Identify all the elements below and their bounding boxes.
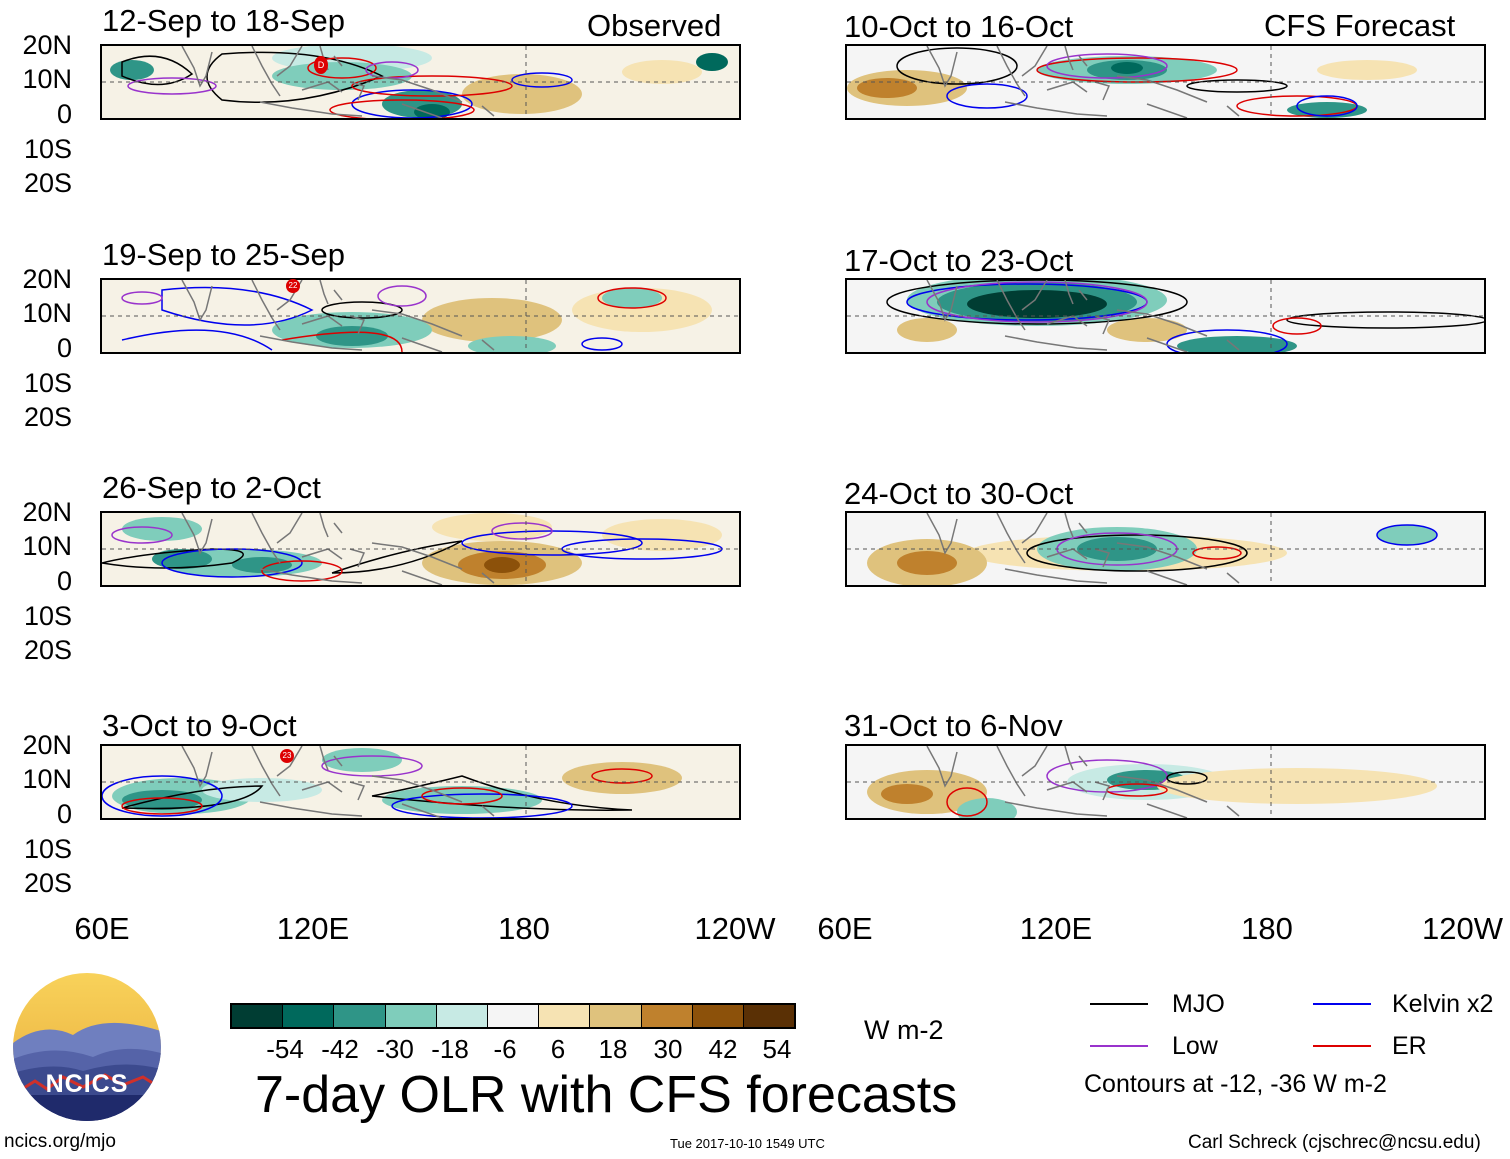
lon-label-right-60e: 60E [817, 911, 873, 946]
lon-label-right-120e: 120E [1019, 911, 1093, 946]
map-panel-r2 [845, 278, 1486, 354]
legend-kelvin-line [1313, 1003, 1371, 1005]
colorbar-swatch-10 [743, 1005, 795, 1027]
observed-label: Observed [587, 8, 722, 43]
legend-low-label: Low [1172, 1032, 1218, 1060]
storm-marker-22: 22 [286, 279, 300, 293]
lat-label-l3-10n: 10N [22, 531, 72, 561]
legend-er-label: ER [1392, 1032, 1427, 1060]
lon-label-right-120w: 120W [1422, 911, 1503, 946]
colorbar [230, 1003, 797, 1029]
map-panel-l1 [100, 44, 741, 120]
panel-title-r1: 10-Oct to 16-Oct [844, 9, 1074, 44]
lat-label-l1-0: 0 [56, 99, 72, 129]
map-panel-l2 [100, 278, 741, 354]
colorbar-tick-7: 30 [653, 1034, 683, 1064]
colorbar-tick-0: -54 [266, 1034, 304, 1064]
colorbar-swatch-3 [385, 1005, 437, 1027]
lat-label-l3-10s: 10S [23, 601, 72, 631]
colorbar-swatch-9 [692, 1005, 744, 1027]
legend-er-line [1313, 1045, 1371, 1047]
panel-title-l1: 12-Sep to 18-Sep [102, 3, 346, 38]
storm-marker-23: 23 [280, 749, 294, 763]
panel-title-r4: 31-Oct to 6-Nov [844, 708, 1063, 743]
lat-label-l3-0: 0 [56, 566, 72, 596]
colorbar-swatch-5 [487, 1005, 540, 1027]
map-panel-r3 [845, 511, 1486, 587]
lat-label-l2-20n: 20N [22, 264, 72, 294]
cfs-forecast-label: CFS Forecast [1264, 8, 1456, 43]
colorbar-tick-5: 6 [550, 1034, 566, 1064]
lon-label-left-120w: 120W [694, 911, 776, 946]
legend-contour-note: Contours at -12, -36 W m-2 [1084, 1070, 1387, 1098]
footer-timestamp: Tue 2017-10-10 1549 UTC [670, 1136, 825, 1151]
lat-label-l4-20s: 20S [23, 868, 72, 898]
ncics-logo: NCICS [10, 970, 164, 1124]
colorbar-swatch-1 [283, 1005, 335, 1027]
lat-label-l2-0: 0 [56, 333, 72, 363]
lon-label-right-180: 180 [1241, 911, 1293, 946]
map-panel-l3 [100, 511, 741, 587]
lat-label-l1-10s: 10S [23, 134, 72, 164]
legend-mjo-label: MJO [1172, 990, 1225, 1018]
colorbar-tick-6: 18 [598, 1034, 628, 1064]
map-panel-r1 [845, 44, 1486, 120]
lat-label-l3-20s: 20S [23, 635, 72, 665]
lat-label-l2-10n: 10N [22, 298, 72, 328]
lat-label-l4-20n: 20N [22, 730, 72, 760]
lat-label-l1-10n: 10N [22, 64, 72, 94]
lon-label-left-120e: 120E [276, 911, 350, 946]
lon-label-left-180: 180 [498, 911, 550, 946]
panel-title-r2: 17-Oct to 23-Oct [844, 243, 1074, 278]
lat-label-l4-10s: 10S [23, 834, 72, 864]
colorbar-swatch-7 [590, 1005, 642, 1027]
legend-kelvin-label: Kelvin x2 [1392, 990, 1494, 1018]
lat-label-l1-20s: 20S [23, 168, 72, 198]
lat-label-l4-0: 0 [56, 799, 72, 829]
panel-title-r3: 24-Oct to 30-Oct [844, 476, 1074, 511]
lat-label-l2-10s: 10S [23, 368, 72, 398]
colorbar-tick-9: 54 [762, 1034, 792, 1064]
colorbar-tick-3: -18 [431, 1034, 469, 1064]
colorbar-swatch-8 [641, 1005, 693, 1027]
lat-label-l3-20n: 20N [22, 497, 72, 527]
logo-text: NCICS [45, 1070, 129, 1098]
colorbar-unit: W m-2 [864, 1015, 944, 1045]
colorbar-swatch-2 [334, 1005, 386, 1027]
main-title: 7-day OLR with CFS forecasts [255, 1066, 958, 1124]
panel-title-l4: 3-Oct to 9-Oct [102, 708, 297, 743]
colorbar-tick-2: -30 [376, 1034, 414, 1064]
lat-label-l2-20s: 20S [23, 402, 72, 432]
legend-mjo-line [1090, 1003, 1148, 1005]
lat-label-l1-20n: 20N [22, 30, 72, 60]
colorbar-tick-1: -42 [321, 1034, 359, 1064]
footer-url: ncics.org/mjo [4, 1131, 116, 1152]
colorbar-tick-8: 42 [708, 1034, 738, 1064]
colorbar-tick-4: -6 [493, 1034, 517, 1064]
colorbar-swatch-4 [436, 1005, 488, 1027]
map-panel-l4 [100, 744, 741, 820]
lon-label-left-60e: 60E [74, 911, 130, 946]
footer-author: Carl Schreck (cjschrec@ncsu.edu) [1188, 1132, 1481, 1153]
legend-low-line [1090, 1045, 1148, 1047]
panel-title-l2: 19-Sep to 25-Sep [102, 237, 346, 272]
map-panel-r4 [845, 744, 1486, 820]
colorbar-swatch-0 [232, 1005, 284, 1027]
storm-marker-d: D [314, 56, 328, 74]
colorbar-swatch-6 [539, 1005, 591, 1027]
panel-title-l3: 26-Sep to 2-Oct [102, 470, 321, 505]
lat-label-l4-10n: 10N [22, 764, 72, 794]
